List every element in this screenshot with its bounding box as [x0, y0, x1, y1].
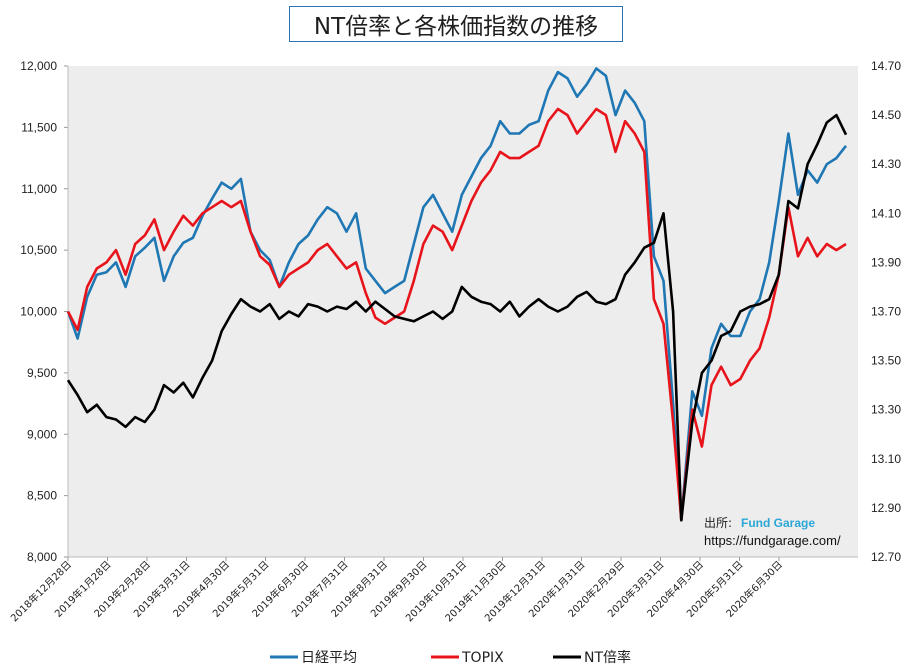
y-left-tick-label: 11,000	[21, 182, 57, 196]
series-line-日経平均	[66, 67, 848, 522]
chart-title: NT倍率と各株価指数の推移	[289, 6, 623, 42]
y-left-tick-label: 10,000	[20, 305, 57, 319]
source-label: 出所:	[704, 516, 732, 530]
y-right-tick-label: 13.70	[871, 305, 901, 319]
series-layer	[66, 67, 848, 522]
source-url: https://fundgarage.com/	[704, 533, 841, 548]
y-right-tick-label: 14.10	[871, 206, 901, 220]
y-right-tick-label: 13.30	[871, 403, 901, 417]
legend: 日経平均 TOPIX NT倍率	[270, 649, 631, 666]
y-left-tick-label: 12,000	[20, 59, 57, 73]
series-line-TOPIX	[66, 107, 847, 522]
legend-label: NT倍率	[584, 649, 631, 666]
y-axis-right: 12.70 12.90 13.10 13.30 13.50 13.70 13.90 14.10…	[871, 59, 901, 564]
y-left-tick-label: 11,500	[21, 120, 57, 134]
y-right-tick-label: 13.10	[871, 452, 901, 466]
plot-area	[68, 66, 858, 557]
source-credit: 出所: Fund Garage https://fundgarage.com/	[704, 516, 841, 548]
y-left-tick-label: 9,000	[27, 427, 57, 441]
series-line-NT倍率	[66, 113, 848, 522]
y-right-tick-label: 13.50	[871, 354, 901, 368]
y-right-tick-label: 13.90	[871, 255, 901, 269]
y-right-tick-label: 12.70	[871, 550, 901, 564]
y-right-tick-label: 14.50	[871, 108, 901, 122]
legend-label: 日経平均	[301, 650, 357, 666]
y-right-tick-label: 14.30	[871, 157, 901, 171]
y-axis-left: 8,000 8,500 9,000 9,500 10,000 10,500 11,000 11…	[20, 59, 69, 564]
x-axis: 2018年12月28日2019年1月28日2019年2月28日2019年3月31…	[8, 556, 858, 624]
y-left-tick-label: 8,500	[27, 489, 57, 503]
source-brand: Fund Garage	[741, 516, 815, 530]
y-left-tick-label: 8,000	[27, 550, 57, 564]
legend-label: TOPIX	[461, 650, 504, 666]
y-left-tick-label: 10,500	[20, 243, 57, 257]
y-right-tick-label: 14.70	[871, 59, 901, 73]
y-left-tick-label: 9,500	[27, 366, 57, 380]
y-right-tick-label: 12.90	[871, 501, 901, 515]
